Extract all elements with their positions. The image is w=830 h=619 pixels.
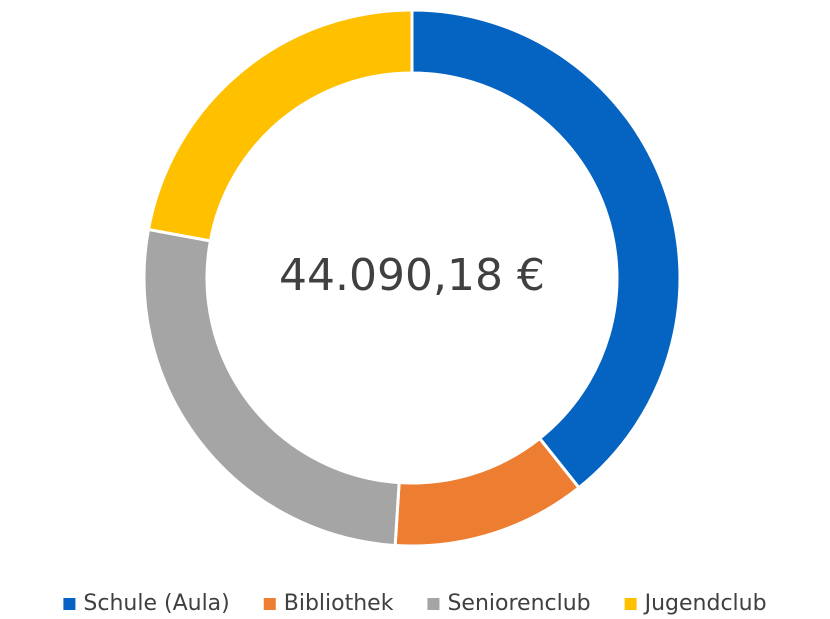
legend-swatch [263, 598, 276, 610]
donut-segment [146, 8, 414, 243]
legend-label: Seniorenclub [447, 591, 590, 616]
donut-segment [410, 8, 682, 490]
legend-swatch [427, 598, 440, 610]
center-label: 44.090,18 € [279, 250, 545, 301]
donut-segment [393, 436, 582, 548]
legend-label: Bibliothek [284, 591, 394, 616]
legend-swatch [63, 598, 76, 610]
legend-label: Schule (Aula) [83, 591, 229, 616]
legend-label: Jugendclub [643, 591, 767, 616]
legend-swatch [624, 598, 637, 610]
